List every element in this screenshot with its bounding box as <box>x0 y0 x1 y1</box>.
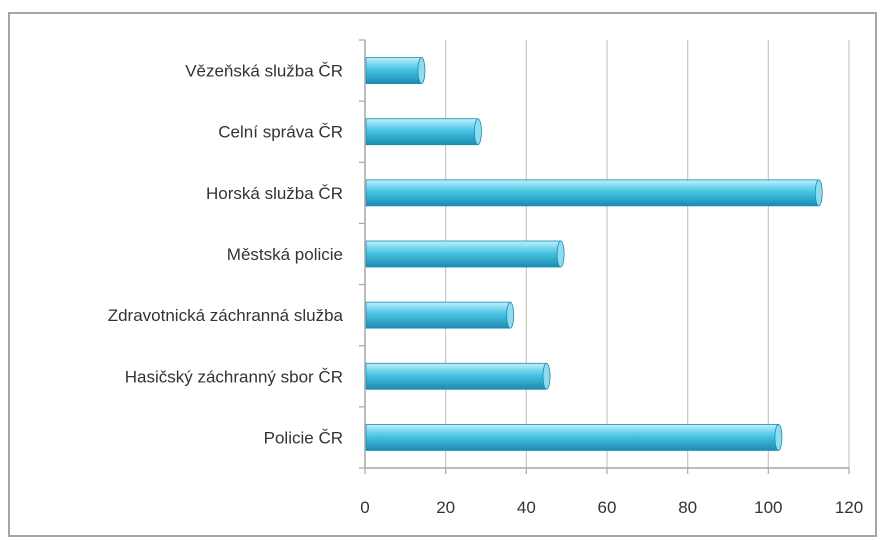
bar-end-cap <box>556 240 565 268</box>
bar <box>365 301 511 329</box>
category-label: Policie ČR <box>264 428 343 447</box>
x-tick-labels: 0 20 40 60 80 100 120 <box>360 498 863 517</box>
bar-end-cap <box>506 301 515 329</box>
x-tick-label: 100 <box>754 498 782 517</box>
bar <box>365 240 562 268</box>
bar-end-cap <box>542 362 551 390</box>
category-label: Vězeňská služba ČR <box>185 62 343 81</box>
category-label: Městská policie <box>227 245 343 264</box>
category-label: Celní správa ČR <box>218 123 343 142</box>
category-label: Horská služba ČR <box>206 184 343 203</box>
x-tick-label: 120 <box>835 498 863 517</box>
bar <box>365 362 547 390</box>
bar-end-cap <box>474 118 482 146</box>
x-tick-label: 20 <box>436 498 455 517</box>
x-tick-label: 60 <box>598 498 617 517</box>
bar <box>365 424 779 451</box>
bar-end-cap <box>774 424 783 451</box>
category-label: Zdravotnická záchranná služba <box>108 306 344 325</box>
category-labels: Policie ČR Hasičský záchranný sbor ČR Zdra… <box>108 62 344 448</box>
x-tick-label: 40 <box>517 498 536 517</box>
bar <box>365 57 422 84</box>
bar-end-cap <box>417 57 426 84</box>
bar <box>365 118 479 146</box>
chart-border <box>8 12 877 537</box>
axes <box>359 39 850 474</box>
bar <box>365 179 820 207</box>
x-tick-label: 0 <box>360 498 369 517</box>
bars <box>365 57 823 451</box>
gridlines <box>445 40 850 468</box>
category-label: Hasičský záchranný sbor ČR <box>125 367 343 386</box>
x-tick-label: 80 <box>678 498 697 517</box>
bar-end-cap <box>814 179 823 207</box>
